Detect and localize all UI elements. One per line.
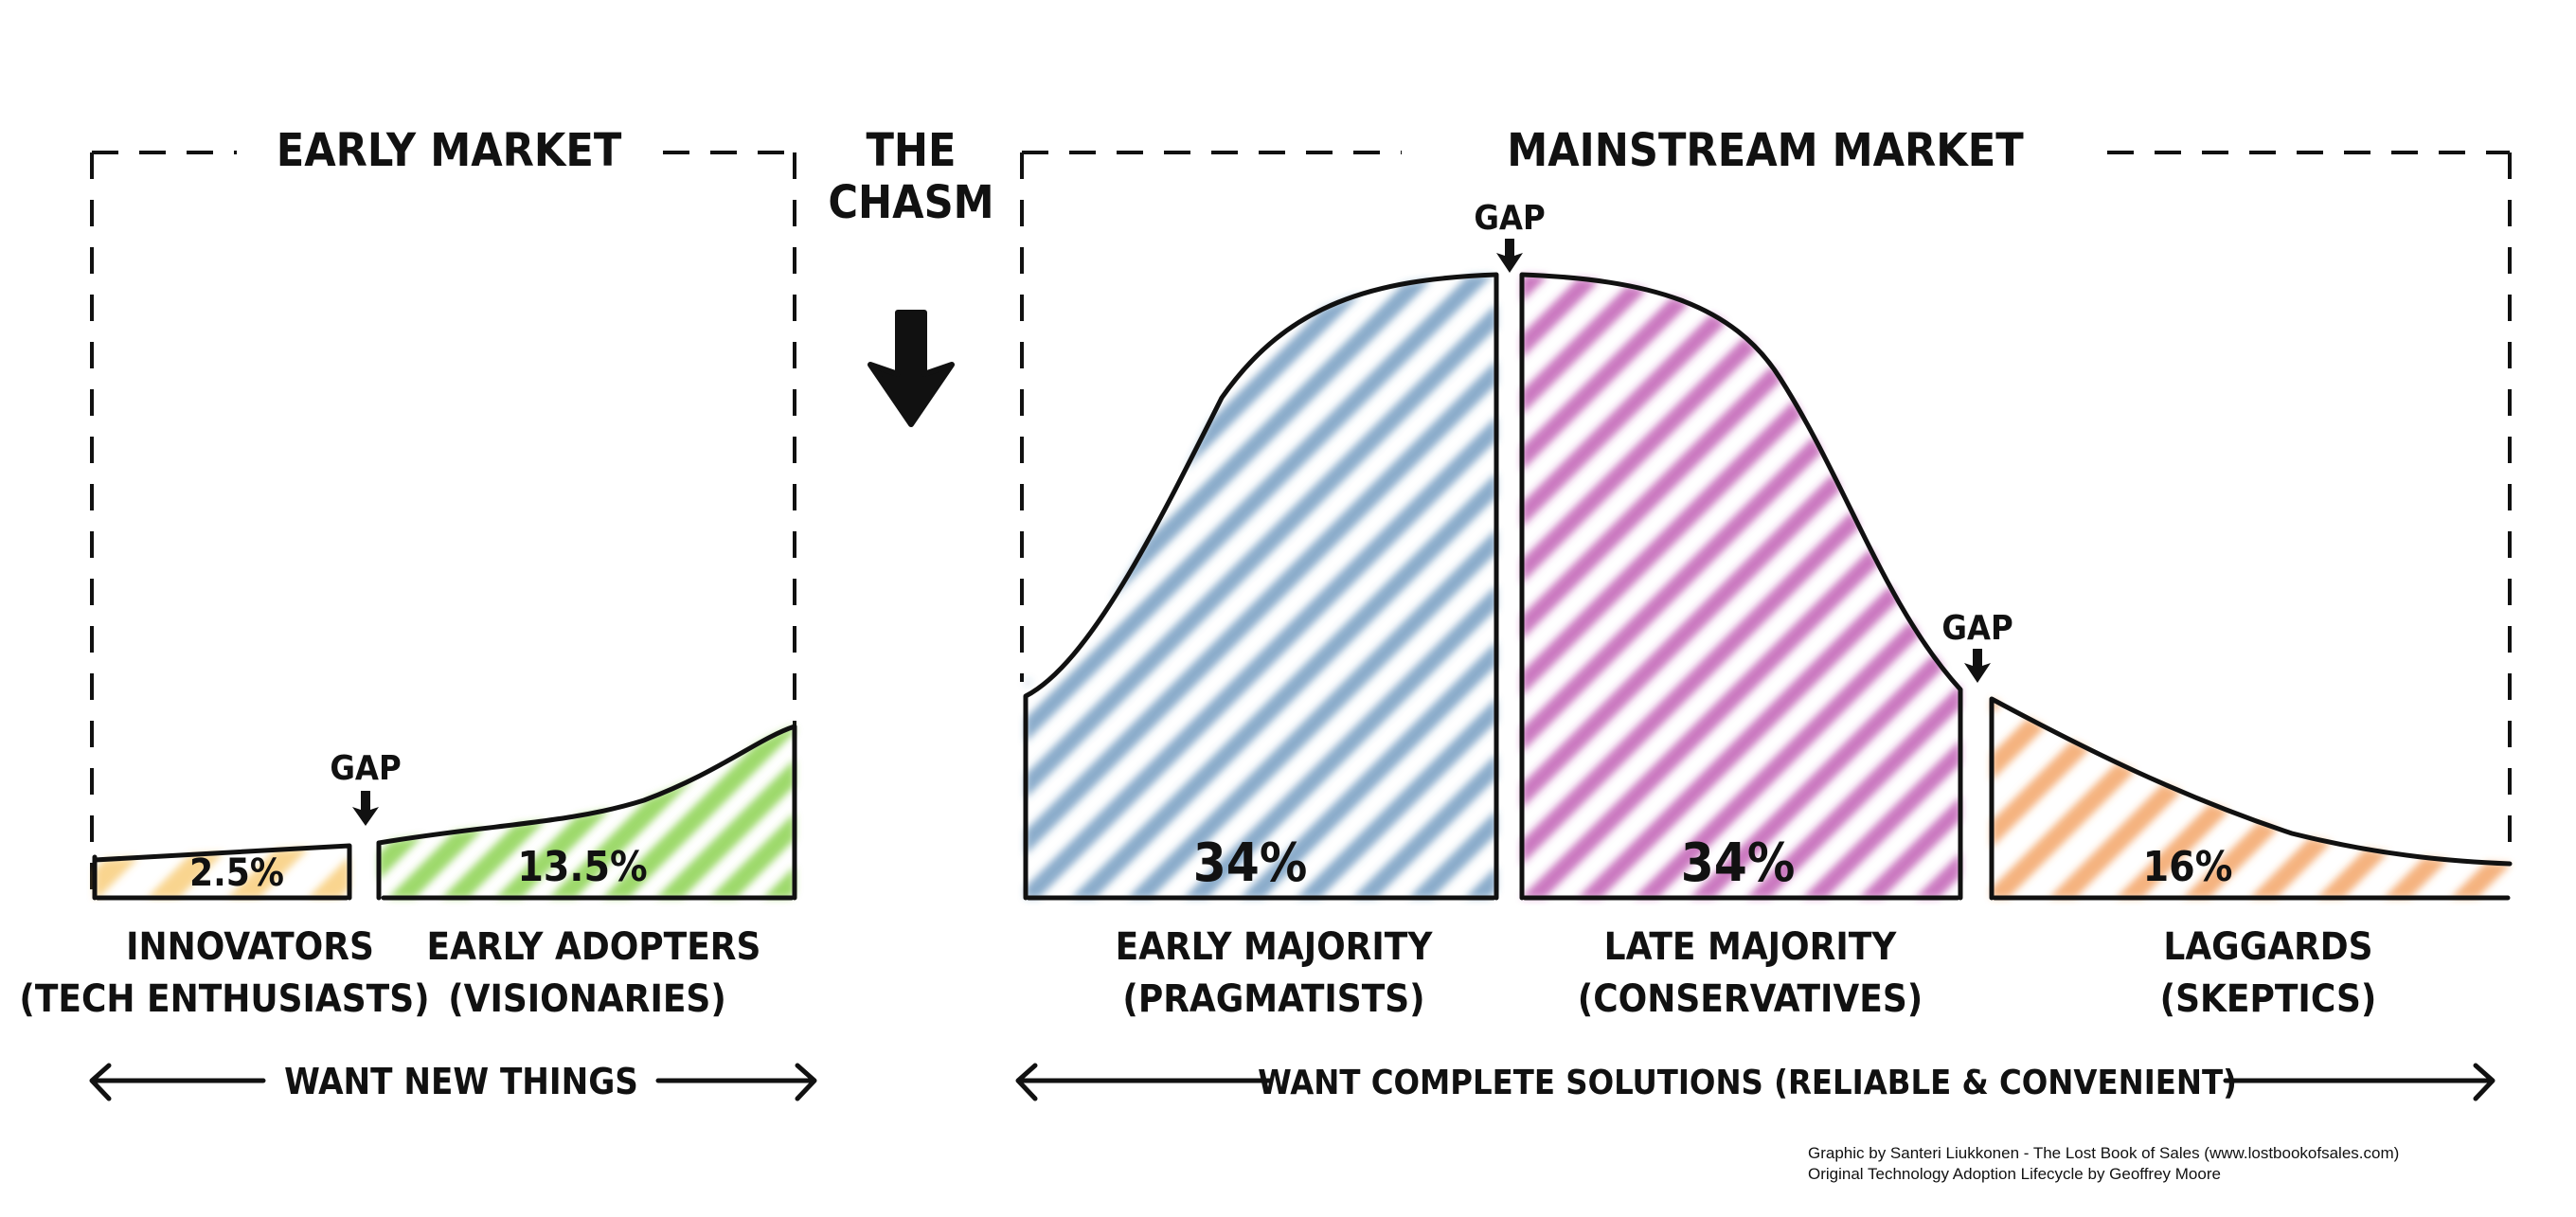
gap-label-1: GAP: [330, 749, 401, 788]
early-adopters-subtitle: (VISIONARIES): [448, 977, 726, 1021]
innovators-area: 2.5%: [92, 843, 352, 901]
late-majority-area: 34%: [1519, 272, 1963, 901]
want-complete-solutions-label: WANT COMPLETE SOLUTIONS (RELIABLE & CONV…: [1258, 1064, 2237, 1102]
early-adopters-label: EARLY ADOPTERS: [427, 925, 761, 969]
early-majority-subtitle: (PRAGMATISTS): [1122, 977, 1424, 1021]
credit-line-2: Original Technology Adoption Lifecycle b…: [1808, 1165, 2221, 1183]
want-complete-solutions-arrow: WANT COMPLETE SOLUTIONS (RELIABLE & CONV…: [1015, 1063, 2496, 1102]
gap-label-3: GAP: [1941, 609, 2012, 648]
laggards-percent: 16%: [2143, 843, 2233, 891]
innovators-percent: 2.5%: [189, 851, 284, 895]
early-adopters-area: 13.5%: [376, 724, 797, 901]
gap-arrow-icon: [1964, 649, 1991, 683]
early-market-title: EARLY MARKET: [277, 124, 622, 177]
laggards-label: LAGGARDS: [2163, 925, 2372, 969]
early-majority-percent: 34%: [1193, 832, 1308, 894]
laggards-area: 16%: [1989, 696, 2513, 901]
chasm-down-arrow-icon: [868, 310, 955, 427]
innovators-subtitle: (TECH ENTHUSIASTS): [19, 977, 429, 1021]
mainstream-market-frame: [1020, 151, 2512, 852]
laggards-subtitle: (SKEPTICS): [2160, 977, 2377, 1021]
early-market-frame: [90, 151, 796, 900]
chasm-title-line2: CHASM: [828, 176, 993, 229]
gap-arrow-icon: [352, 791, 379, 826]
chasm-title-line1: THE: [866, 124, 956, 177]
credit-line-1: Graphic by Santeri Liukkonen - The Lost …: [1808, 1144, 2399, 1162]
early-majority-area: 34%: [1023, 272, 1499, 901]
late-majority-label: LATE MAJORITY: [1604, 925, 1898, 969]
late-majority-subtitle: (CONSERVATIVES): [1578, 977, 1923, 1021]
want-new-things-label: WANT NEW THINGS: [284, 1061, 638, 1102]
early-adopters-percent: 13.5%: [517, 843, 647, 891]
early-majority-label: EARLY MAJORITY: [1116, 925, 1434, 969]
want-new-things-arrow: WANT NEW THINGS: [89, 1061, 817, 1102]
innovators-label: INNOVATORS: [126, 925, 374, 969]
late-majority-percent: 34%: [1681, 832, 1796, 894]
gap-arrow-icon: [1496, 239, 1523, 273]
mainstream-market-title: MAINSTREAM MARKET: [1507, 124, 2024, 177]
gap-label-2: GAP: [1474, 199, 1545, 238]
